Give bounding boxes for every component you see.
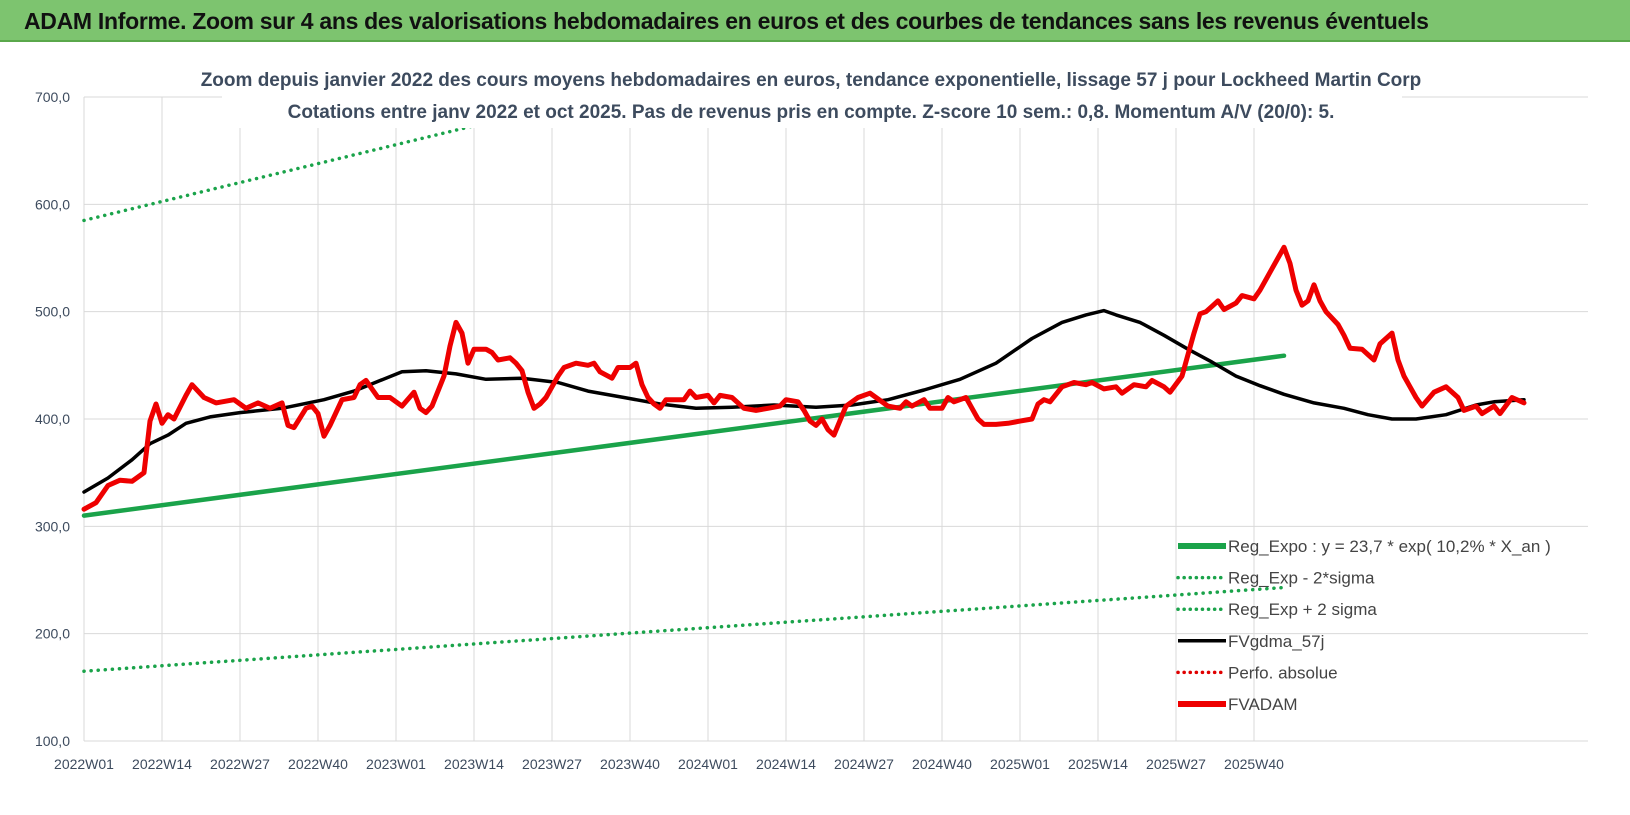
x-tick-label: 2022W27 [210,756,270,772]
legend-label: Reg_Exp + 2 sigma [1228,600,1377,619]
chart-subtitle: Cotations entre janv 2022 et oct 2025. P… [288,102,1335,123]
x-tick-label: 2023W40 [600,756,660,772]
y-tick-label: 600,0 [35,196,70,212]
subtitle-backdrop [222,58,1402,128]
x-tick-label: 2022W01 [54,756,114,772]
legend-label: Perfo. absolue [1228,663,1338,682]
y-tick-label: 400,0 [35,411,70,427]
x-tick-label: 2023W01 [366,756,426,772]
chart-series [81,95,1527,673]
legend-label: FVgdma_57j [1228,632,1324,651]
series-line-3 [82,308,1526,494]
x-tick-label: 2024W40 [912,756,972,772]
x-tick-label: 2024W27 [834,756,894,772]
x-axis-labels: 2022W01 2022W14 2022W27 2022W40 2023W01 2023W… [54,756,1284,772]
chart-title: Zoom depuis janvier 2022 des cours moyen… [201,70,1422,91]
series-line-0 [81,353,1287,518]
chart-legend: Reg_Expo : y = 23,7 * exp( 10,2% * X_an … [1176,537,1551,714]
x-tick-label: 2025W14 [1068,756,1128,772]
x-tick-label: 2023W14 [444,756,504,772]
report-header: ADAM Informe. Zoom sur 4 ans des valoris… [0,0,1630,42]
x-tick-label: 2022W40 [288,756,348,772]
series-line-1 [82,585,1286,673]
x-tick-label: 2022W14 [132,756,192,772]
y-tick-label: 300,0 [35,518,70,534]
y-tick-label: 700,0 [35,89,70,105]
y-axis-labels: 100,0 200,0 300,0 400,0 500,0 600,0 700,0 [35,89,70,749]
legend-label: FVADAM [1228,695,1298,714]
x-tick-label: 2023W27 [522,756,582,772]
x-tick-label: 2025W27 [1146,756,1206,772]
legend-label: Reg_Expo : y = 23,7 * exp( 10,2% * X_an … [1228,537,1551,556]
x-tick-label: 2025W01 [990,756,1050,772]
x-tick-label: 2024W14 [756,756,816,772]
legend-label: Reg_Exp - 2*sigma [1228,569,1375,588]
chart-grid [83,96,1588,742]
y-tick-label: 500,0 [35,304,70,320]
x-tick-label: 2025W40 [1224,756,1284,772]
report-title: ADAM Informe. Zoom sur 4 ans des valoris… [24,8,1429,34]
y-tick-label: 200,0 [35,626,70,642]
y-tick-label: 100,0 [35,733,70,749]
x-tick-label: 2024W01 [678,756,738,772]
series-line-5 [81,244,1527,512]
